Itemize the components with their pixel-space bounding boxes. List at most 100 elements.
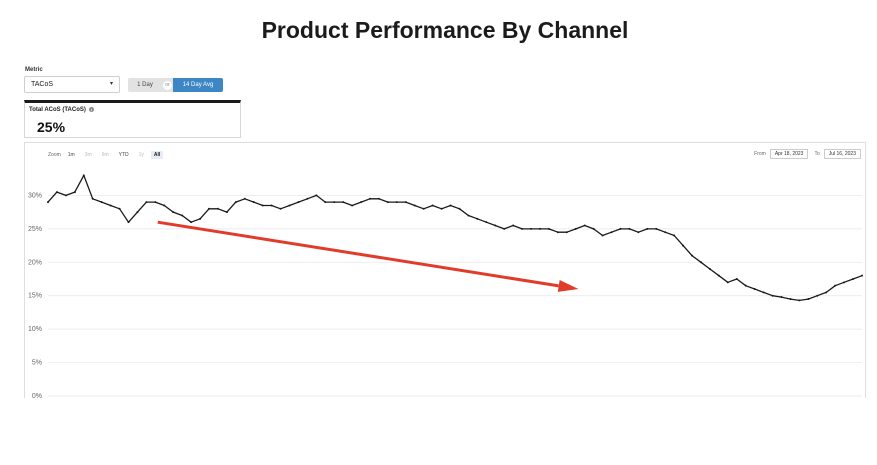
kpi-label-text: Total ACoS (TACoS) [29, 107, 86, 114]
y-tick-label: 5% [32, 360, 42, 367]
date-range-bar: From Apr 18, 2023 To Jul 16, 2023 [754, 149, 861, 159]
data-point [682, 244, 685, 247]
data-point [744, 284, 747, 287]
toggle-1-day[interactable]: 1 Day [128, 78, 162, 92]
data-point [333, 201, 336, 204]
data-point [315, 194, 318, 197]
avg-toggle[interactable]: 1 Day or 14 Day Avg [128, 78, 223, 92]
data-point [386, 201, 389, 204]
y-tick-label: 0% [32, 393, 42, 400]
data-point [252, 201, 255, 204]
kpi-card: Total ACoS (TACoS) i 25% [24, 100, 241, 138]
data-point [449, 204, 452, 207]
data-point [154, 201, 157, 204]
data-point [834, 284, 837, 287]
data-point [190, 221, 193, 224]
data-point [440, 207, 443, 210]
data-point [225, 211, 228, 214]
data-point [807, 298, 810, 301]
data-point [547, 227, 550, 230]
data-point [199, 217, 202, 220]
y-tick-label: 30% [28, 192, 42, 199]
data-point [163, 204, 166, 207]
data-point [55, 191, 58, 194]
info-icon[interactable]: i [88, 107, 94, 112]
data-point [530, 227, 533, 230]
y-tick-label: 10% [28, 326, 42, 333]
data-point [825, 291, 828, 294]
data-point [395, 201, 398, 204]
data-point [637, 231, 640, 234]
data-point [234, 201, 237, 204]
data-point [288, 204, 291, 207]
data-point [512, 224, 515, 227]
data-point [565, 231, 568, 234]
zoom-ytd-button[interactable]: YTD [118, 151, 129, 158]
data-point [494, 224, 497, 227]
zoom-1y-button[interactable]: 1y [138, 151, 144, 158]
data-point [458, 207, 461, 210]
data-point [306, 197, 309, 200]
toggle-14-day-avg[interactable]: 14 Day Avg [173, 78, 223, 92]
data-point [646, 227, 649, 230]
zoom-1m-button[interactable]: 1m [67, 151, 75, 158]
data-point [208, 207, 211, 210]
y-tick-label: 25% [28, 226, 42, 233]
data-point [762, 291, 765, 294]
data-point [601, 234, 604, 237]
toggle-separator-label: or [163, 81, 172, 90]
data-point [47, 201, 49, 204]
from-date-input[interactable]: Apr 18, 2023 [769, 149, 809, 159]
data-point [127, 221, 130, 224]
zoom-all-button[interactable]: All [150, 150, 164, 159]
data-point [574, 227, 577, 230]
to-label: To [814, 151, 820, 157]
data-point [82, 174, 85, 177]
data-point [243, 197, 246, 200]
y-tick-label: 15% [28, 293, 42, 300]
data-point [369, 197, 372, 200]
chevron-down-icon: ▾ [109, 81, 113, 87]
data-point [798, 299, 801, 302]
data-point [270, 204, 273, 207]
data-point [619, 227, 622, 230]
data-point [109, 204, 112, 207]
page-title: Product Performance By Channel [261, 17, 629, 43]
data-point [521, 227, 524, 230]
data-point [726, 281, 729, 284]
data-point [816, 294, 819, 297]
data-point [181, 214, 184, 217]
series-line [47, 174, 863, 302]
zoom-6m-button[interactable]: 6m [101, 151, 109, 158]
data-point [404, 201, 407, 204]
data-point [610, 231, 613, 234]
data-point [467, 214, 470, 217]
data-point [556, 231, 559, 234]
data-point [592, 227, 595, 230]
data-point [583, 224, 586, 227]
data-point [735, 278, 738, 280]
data-point [261, 204, 264, 207]
metric-label: Metric [25, 67, 43, 73]
data-point [628, 227, 631, 230]
data-point [297, 201, 300, 204]
y-tick-label: 20% [28, 259, 42, 266]
data-point [699, 261, 702, 264]
data-point [73, 191, 76, 194]
metric-select[interactable]: TACoS ▾ [24, 76, 120, 93]
data-point [538, 227, 541, 230]
zoom-label: Zoom [48, 151, 61, 158]
data-point [216, 207, 219, 210]
kpi-value: 25% [37, 119, 66, 135]
data-point [64, 194, 67, 197]
to-date-input[interactable]: Jul 16, 2023 [823, 149, 861, 159]
data-point [136, 211, 139, 214]
data-point [431, 204, 434, 207]
data-point [476, 217, 479, 220]
zoom-3m-button[interactable]: 3m [84, 151, 92, 158]
data-point [717, 274, 720, 277]
data-point [485, 221, 488, 224]
data-point [360, 201, 363, 204]
data-point [771, 294, 774, 297]
